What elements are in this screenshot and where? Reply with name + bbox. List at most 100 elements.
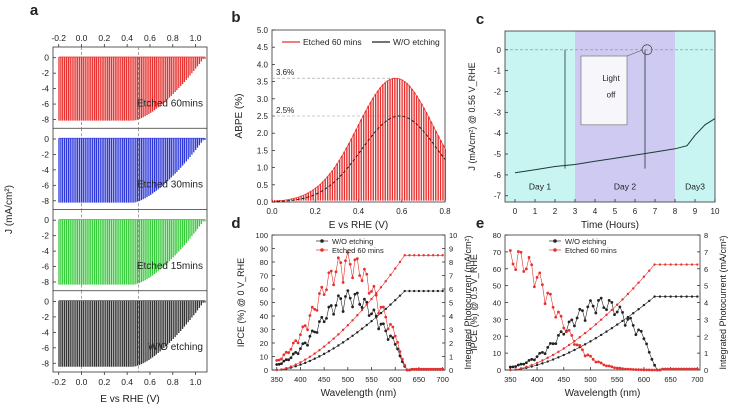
panel-d-ipce-point-1 bbox=[412, 367, 416, 371]
panel-e-integrated-point-1 bbox=[562, 347, 565, 350]
panel-a-bottom-tick-label: 0.0 bbox=[76, 377, 88, 387]
panel-c-region-0 bbox=[505, 31, 575, 202]
panel-e-ylabel: IPCE (%) @ 0.5 V_RHE bbox=[469, 254, 479, 351]
panel-e-ytick-right-label: 3 bbox=[704, 315, 708, 324]
panel-d-integrated-point-1 bbox=[299, 361, 302, 364]
panel-d-integrated-point-1 bbox=[332, 337, 335, 340]
panel-a-ytick-label: 0 bbox=[44, 296, 49, 306]
panel-e-integrated-point-0 bbox=[648, 299, 651, 303]
panel-d-ipce-point-1 bbox=[296, 341, 300, 345]
panel-e-ipce-point-1 bbox=[573, 343, 576, 346]
panel-d-ipce-point-0 bbox=[303, 341, 307, 345]
panel-b-ytick-label: 1.5 bbox=[257, 146, 269, 155]
panel-a-ytick-label: -6 bbox=[41, 343, 49, 353]
panel-d-integrated-point-1 bbox=[422, 254, 425, 257]
panel-e-ipce-point-1 bbox=[685, 367, 689, 371]
panel-e-ipce-point-1 bbox=[532, 285, 536, 289]
panel-d-ipce-point-1 bbox=[386, 327, 390, 331]
panel-e-integrated-line-1 bbox=[510, 264, 698, 371]
panel-d-ytick-right-label: 1 bbox=[449, 353, 453, 362]
panel-b-ytick-label: 4.0 bbox=[257, 60, 269, 69]
panel-e-xtick-label: 450 bbox=[558, 375, 571, 384]
panel-a-ytick-label: -4 bbox=[41, 84, 49, 94]
panel-b-ytick-label: 0.5 bbox=[257, 181, 269, 190]
panel-a-bottom-tick-label: -0.2 bbox=[51, 377, 66, 387]
panel-d-ipce-point-1 bbox=[438, 367, 442, 371]
panel-d-integrated-point-0 bbox=[346, 337, 350, 341]
panel-e-ipce-point-1 bbox=[677, 367, 681, 371]
panel-c-inset-label-light: Light bbox=[602, 74, 620, 83]
panel-e-ipce-point-1 bbox=[666, 367, 670, 371]
panel-d-xtick-label: 350 bbox=[270, 375, 283, 384]
panel-letter-a: a bbox=[30, 2, 39, 19]
panel-e-ipce-point-0 bbox=[618, 305, 622, 309]
panel-e-ipce-point-1 bbox=[639, 368, 643, 372]
panel-d-ipce-point-1 bbox=[341, 281, 345, 284]
panel-a-top-tick-label: 1.0 bbox=[190, 33, 202, 43]
panel-a-ytick-label: -8 bbox=[41, 115, 49, 125]
panel-e-integrated-point-1 bbox=[653, 263, 656, 266]
panel-e-ytick-right-label: 7 bbox=[704, 248, 708, 257]
panel-e-xtick-label: 700 bbox=[691, 375, 704, 384]
panel-e-ipce-point-1 bbox=[519, 250, 523, 254]
panel-d-ipce-point-0 bbox=[325, 316, 328, 320]
panel-a-ytick-label: -6 bbox=[41, 262, 49, 272]
panel-e-integrated-point-1 bbox=[696, 263, 699, 266]
panel-e-integrated-point-0 bbox=[583, 343, 587, 346]
panel-e-integrated-point-0 bbox=[658, 295, 662, 298]
panel-e-integrated-point-1 bbox=[525, 365, 528, 369]
panel-e-legend-label-0: W/O etching bbox=[565, 237, 606, 246]
panel-e-ipce-point-0 bbox=[562, 332, 566, 336]
panel-e-ipce-point-0 bbox=[621, 310, 624, 314]
panel-d-ipce-point-1 bbox=[282, 353, 286, 357]
panel-d-ytick-right-label: 7 bbox=[449, 272, 453, 281]
panel-e-ipce-point-0 bbox=[615, 310, 619, 314]
panel-c-xtick-label: 7 bbox=[653, 207, 658, 216]
panel-d-ipce-point-0 bbox=[370, 312, 373, 316]
panel-a-ytick-label: -8 bbox=[41, 196, 49, 206]
panel-d-ipce-point-0 bbox=[291, 352, 295, 356]
panel-d-ytick-right-label: 9 bbox=[449, 245, 453, 254]
panel-a-xlabel: E vs RHE (V) bbox=[100, 394, 159, 405]
panel-d-ipce-point-1 bbox=[417, 367, 421, 371]
panel-e-ytick-right-label: 4 bbox=[704, 299, 708, 308]
panel-d-ipce-point-0 bbox=[313, 330, 317, 334]
panel-d-integrated-point-1 bbox=[341, 328, 345, 332]
panel-b-xtick-label: 0.2 bbox=[310, 207, 322, 216]
panel-e-integrated-point-0 bbox=[562, 353, 565, 357]
panel-b-xtick-label: 0.4 bbox=[353, 207, 365, 216]
panel-e-ipce-point-0 bbox=[551, 342, 555, 346]
panel-e-integrated-point-1 bbox=[578, 336, 581, 339]
panel-d-integrated-point-1 bbox=[327, 341, 331, 344]
panel-a-series-0 bbox=[58, 56, 206, 121]
panel-c-region-label-2: Day3 bbox=[685, 181, 705, 191]
panel-e-ipce-point-0 bbox=[546, 345, 550, 349]
panel-d-ipce-point-1 bbox=[372, 284, 376, 288]
panel-e-ipce-point-0 bbox=[522, 362, 526, 366]
panel-d-ipce-point-0 bbox=[327, 305, 331, 309]
panel-b-annotation-0: 3.6% bbox=[276, 68, 294, 77]
panel-b-ytick-label: 3.5 bbox=[257, 78, 269, 87]
panel-d-integrated-point-1 bbox=[318, 349, 321, 352]
panel-c-xtick-label: 8 bbox=[673, 207, 678, 216]
panel-e-ipce-point-0 bbox=[535, 355, 539, 359]
panel-d-ipce-point-0 bbox=[275, 363, 279, 366]
panel-e-ipce-point-1 bbox=[621, 367, 624, 371]
panel-d-integrated-point-0 bbox=[398, 294, 402, 297]
panel-e-integrated-point-1 bbox=[632, 287, 635, 290]
panel-d-integrated-point-1 bbox=[308, 355, 312, 358]
panel-c-ytick-label: -2 bbox=[494, 87, 502, 96]
panel-c-zoom-circle bbox=[641, 44, 653, 56]
panel-d-ipce-point-1 bbox=[317, 292, 321, 295]
panel-e-ipce-point-1 bbox=[535, 276, 539, 279]
panel-a-ytick-label: -6 bbox=[41, 99, 49, 109]
panel-d-integrated-point-0 bbox=[341, 341, 345, 344]
panel-a-series-label-2: Etched 15mins bbox=[137, 261, 203, 272]
panel-d-ipce-point-0 bbox=[391, 336, 395, 340]
panel-d-ipce-point-0 bbox=[310, 329, 314, 333]
panel-e-ytick-label: 10 bbox=[493, 349, 501, 358]
panel-d-ipce-point-0 bbox=[346, 289, 350, 293]
panel-e-ipce-point-0 bbox=[514, 365, 518, 368]
panel-d-ipce-point-1 bbox=[301, 325, 305, 329]
panel-c-xlabel: Time (Hours) bbox=[581, 220, 639, 231]
